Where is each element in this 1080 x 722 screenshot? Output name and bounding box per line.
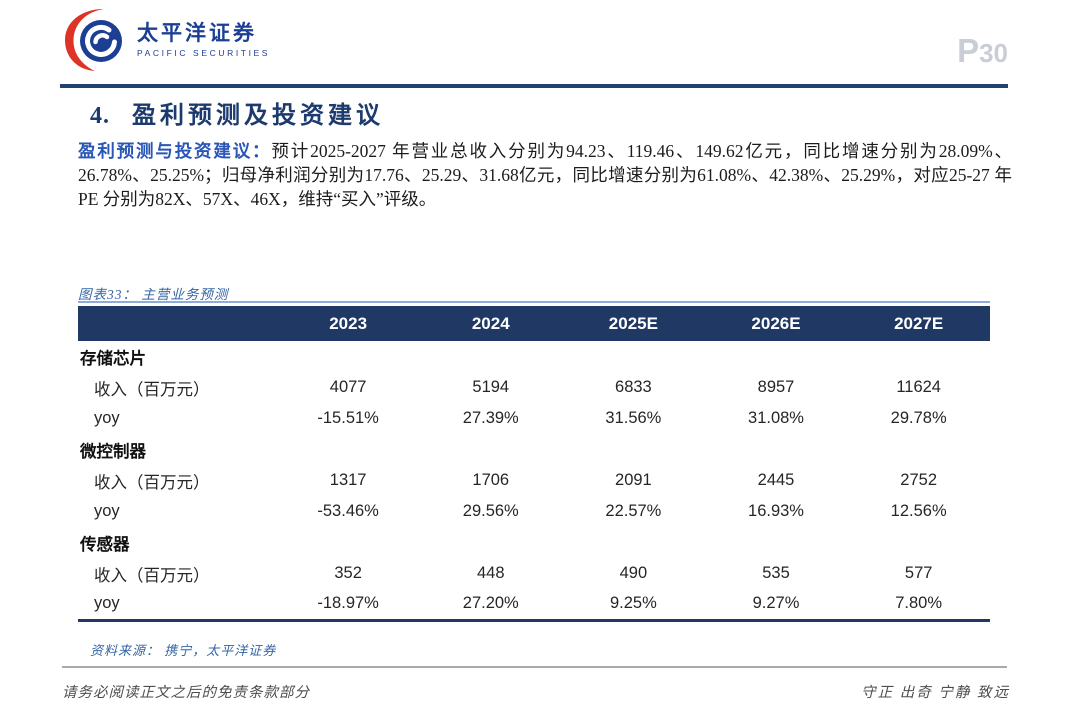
table-row: 收入（百万元） 1317 1706 2091 2445 2752 bbox=[78, 465, 990, 496]
cell-value: 11624 bbox=[896, 378, 941, 396]
cell-value: 7.80% bbox=[895, 594, 943, 613]
cell-value: 535 bbox=[762, 564, 790, 582]
cell-value bbox=[277, 434, 420, 465]
cell-value bbox=[562, 434, 705, 465]
table-row: yoy -18.97% 27.20% 9.25% 9.27% 7.80% bbox=[78, 589, 990, 620]
row-label: yoy bbox=[94, 502, 120, 520]
table-top-divider bbox=[78, 301, 990, 303]
forecast-table: 2023 2024 2025E 2026E 2027E 存储芯片收入（百万元） 4077 5… bbox=[78, 306, 990, 622]
cell-value: 2091 bbox=[615, 471, 652, 489]
summary-lead: 盈利预测与投资建议： bbox=[78, 141, 272, 161]
cell-value: 577 bbox=[904, 564, 933, 582]
cell-value: 22.57% bbox=[605, 502, 662, 520]
table-row: 存储芯片 bbox=[78, 341, 990, 372]
cell-value: 2445 bbox=[757, 471, 795, 489]
row-label: yoy bbox=[94, 594, 120, 613]
figure-source: 资料来源： 携宁，太平洋证券 bbox=[90, 643, 277, 658]
cell-value bbox=[562, 527, 705, 558]
column-header-2025E: 2025E bbox=[608, 313, 658, 333]
cell-value: 9.27% bbox=[752, 594, 800, 613]
page-number-prefix: P bbox=[957, 32, 980, 69]
page-number-value: 30 bbox=[979, 38, 1008, 68]
row-label: 收入（百万元） bbox=[94, 380, 210, 399]
brand-logo: 太平洋证券 PACIFIC SECURITIES bbox=[64, 8, 270, 72]
cell-value: 6833 bbox=[615, 378, 652, 396]
column-header-2027E: 2027E bbox=[894, 313, 944, 333]
cell-value: 8957 bbox=[757, 378, 795, 396]
row-label: 收入（百万元） bbox=[94, 473, 210, 492]
figure-caption: 图表33： 主营业务预测 bbox=[78, 287, 229, 302]
cell-value: 29.78% bbox=[890, 409, 947, 427]
cell-value: -53.46% bbox=[317, 502, 379, 520]
cell-value: 448 bbox=[476, 564, 505, 582]
page-number: P30 bbox=[957, 34, 1008, 67]
cell-value bbox=[562, 341, 705, 372]
forecast-table-container: 2023 2024 2025E 2026E 2027E 存储芯片收入（百万元） 4077 5… bbox=[78, 301, 990, 622]
cell-value: 31.08% bbox=[748, 409, 804, 427]
cell-value: 4077 bbox=[329, 378, 367, 396]
brand-name-en: PACIFIC SECURITIES bbox=[137, 48, 271, 59]
cell-value: 12.56% bbox=[890, 502, 947, 520]
summary-body: 预计2025-2027 年营业总收入分别为94.23、119.46、149.62… bbox=[78, 141, 1012, 209]
row-label: 微控制器 bbox=[80, 442, 146, 461]
table-row: 传感器 bbox=[78, 527, 990, 558]
forecast-table-head-row: 2023 2024 2025E 2026E 2027E bbox=[78, 306, 990, 341]
cell-value bbox=[705, 527, 848, 558]
brand-text: 太平洋证券 PACIFIC SECURITIES bbox=[137, 22, 270, 58]
section-title-text: 盈利预测及投资建议 bbox=[132, 103, 384, 129]
table-row: 收入（百万元） 4077 5194 6833 8957 11624 bbox=[78, 372, 990, 403]
header-divider bbox=[60, 84, 1008, 88]
cell-value: -15.51% bbox=[317, 409, 379, 427]
cell-value: 16.93% bbox=[748, 502, 804, 520]
cell-value: 2752 bbox=[900, 471, 938, 489]
cell-value: 1706 bbox=[472, 471, 510, 489]
cell-value: 5194 bbox=[472, 378, 510, 396]
table-row: 微控制器 bbox=[78, 434, 990, 465]
column-header-2023: 2023 bbox=[329, 313, 368, 333]
section-number: 4. bbox=[90, 103, 110, 129]
table-row: 收入（百万元） 352 448 490 535 577 bbox=[78, 558, 990, 589]
row-label: 存储芯片 bbox=[80, 349, 146, 368]
section-title: 4. 盈利预测及投资建议 bbox=[90, 95, 384, 130]
cell-value: 1317 bbox=[329, 471, 367, 489]
cell-value: 352 bbox=[334, 564, 362, 582]
cell-value: 31.56% bbox=[605, 409, 662, 427]
column-header-2024: 2024 bbox=[471, 313, 510, 333]
cell-value: 29.56% bbox=[462, 502, 519, 520]
row-label: yoy bbox=[94, 409, 120, 427]
cell-value: 9.25% bbox=[609, 594, 657, 613]
table-row: yoy -15.51% 27.39% 31.56% 31.08% 29.78% bbox=[78, 403, 990, 434]
pacific-securities-logo-icon bbox=[65, 9, 122, 71]
cell-value bbox=[847, 527, 990, 558]
cell-value bbox=[419, 527, 562, 558]
cell-value bbox=[705, 434, 848, 465]
cell-value bbox=[419, 341, 562, 372]
table-row: yoy -53.46% 29.56% 22.57% 16.93% 12.56% bbox=[78, 496, 990, 527]
row-label: 传感器 bbox=[80, 535, 130, 554]
column-header-2026E: 2026E bbox=[751, 313, 801, 333]
forecast-table-head: 2023 2024 2025E 2026E 2027E bbox=[78, 306, 990, 341]
cell-value: 27.20% bbox=[462, 594, 519, 613]
cell-value bbox=[705, 341, 848, 372]
column-header-label bbox=[78, 306, 277, 341]
summary-paragraph: 盈利预测与投资建议：预计2025-2027 年营业总收入分别为94.23、119… bbox=[78, 139, 1012, 211]
row-label: 收入（百万元） bbox=[94, 566, 210, 585]
footer-divider bbox=[62, 666, 1007, 668]
cell-value: -18.97% bbox=[317, 594, 379, 613]
cell-value: 27.39% bbox=[462, 409, 519, 427]
footer-motto: 守正 出奇 宁静 致远 bbox=[861, 685, 1010, 701]
cell-value bbox=[847, 434, 990, 465]
cell-value bbox=[847, 341, 990, 372]
cell-value bbox=[277, 341, 420, 372]
cell-value bbox=[277, 527, 420, 558]
footer-disclaimer: 请务必阅读正文之后的免责条款部分 bbox=[62, 685, 310, 701]
brand-name-cn: 太平洋证券 bbox=[137, 21, 257, 45]
cell-value bbox=[419, 434, 562, 465]
forecast-table-body: 存储芯片收入（百万元） 4077 5194 6833 8957 11624 yoy -15.5… bbox=[78, 341, 990, 620]
cell-value: 490 bbox=[619, 564, 648, 582]
